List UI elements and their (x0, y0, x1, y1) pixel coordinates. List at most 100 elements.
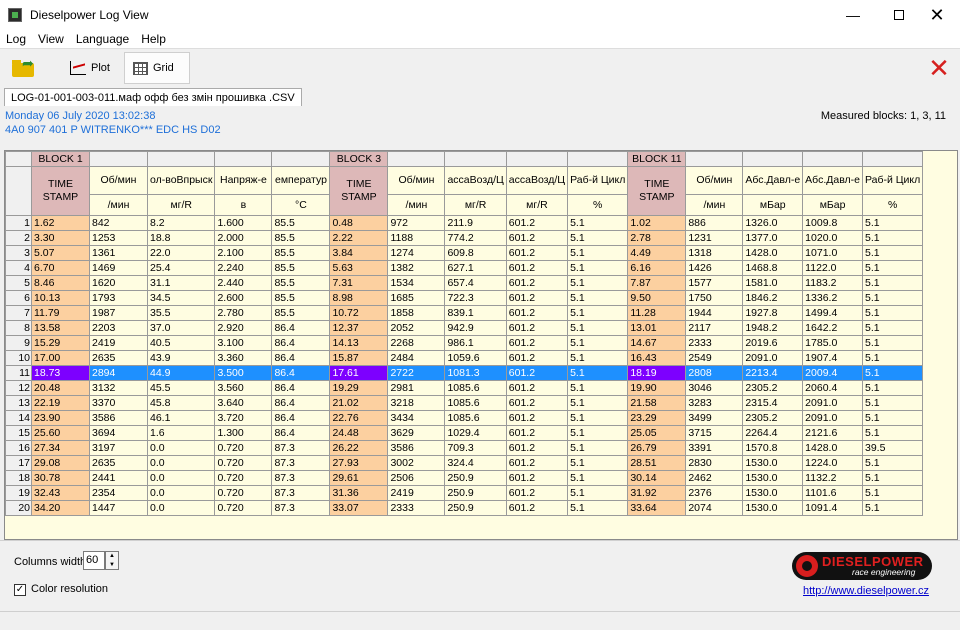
value-cell[interactable]: 601.2 (505, 410, 569, 426)
value-cell[interactable]: 5.1 (567, 365, 629, 381)
timestamp-cell[interactable]: 25.60 (31, 425, 90, 441)
minimize-button[interactable]: — (846, 7, 860, 23)
value-cell[interactable]: 3586 (89, 410, 148, 426)
timestamp-cell[interactable]: 1.62 (31, 215, 90, 231)
timestamp-cell[interactable]: 24.48 (329, 425, 389, 441)
value-cell[interactable]: 87.3 (271, 500, 331, 516)
open-log-button[interactable]: ➦ (10, 55, 38, 81)
website-link[interactable]: http://www.dieselpower.cz (803, 585, 929, 597)
value-cell[interactable]: 46.1 (146, 410, 216, 426)
value-cell[interactable]: 2.240 (214, 260, 273, 276)
value-cell[interactable]: 5.1 (861, 320, 924, 336)
value-cell[interactable]: 601.2 (505, 245, 569, 261)
timestamp-cell[interactable]: 10.72 (329, 305, 389, 321)
timestamp-cell[interactable]: 33.64 (627, 500, 687, 516)
value-cell[interactable]: 709.3 (444, 440, 507, 456)
columns-width-input[interactable]: 60 (83, 551, 105, 570)
value-cell[interactable]: 1188 (387, 230, 446, 246)
value-cell[interactable]: 5.1 (567, 275, 629, 291)
timestamp-cell[interactable]: 23.90 (31, 410, 90, 426)
value-cell[interactable]: 601.2 (505, 350, 569, 366)
timestamp-cell[interactable]: 2.22 (329, 230, 389, 246)
value-cell[interactable]: 2.780 (214, 305, 273, 321)
value-cell[interactable]: 3.640 (214, 395, 273, 411)
value-cell[interactable]: 2019.6 (742, 335, 804, 351)
value-cell[interactable]: 942.9 (444, 320, 507, 336)
value-cell[interactable]: 2213.4 (742, 365, 804, 381)
value-cell[interactable]: 0.720 (214, 470, 273, 486)
value-cell[interactable]: 2264.4 (742, 425, 804, 441)
menu-help[interactable]: Help (141, 32, 166, 46)
timestamp-cell[interactable]: 5.63 (329, 260, 389, 276)
close-log-icon[interactable]: ✕ (928, 53, 950, 83)
value-cell[interactable]: 1685 (387, 290, 446, 306)
row-number[interactable]: 15 (5, 425, 32, 441)
value-cell[interactable]: 972 (387, 215, 446, 231)
value-cell[interactable]: 2.440 (214, 275, 273, 291)
value-cell[interactable]: 1.6 (146, 425, 216, 441)
value-cell[interactable]: 5.1 (861, 215, 924, 231)
value-cell[interactable]: 986.1 (444, 335, 507, 351)
value-cell[interactable]: 1020.0 (802, 230, 863, 246)
table-row[interactable]: 6 10.13 1793 34.5 2.600 85.5 8.98 1685 722.3 601.… (5, 290, 924, 306)
value-cell[interactable]: 5.1 (567, 410, 629, 426)
row-number[interactable]: 13 (5, 395, 32, 411)
timestamp-header[interactable]: TIME STAMP (329, 166, 389, 216)
spin-down-icon[interactable]: ▼ (109, 562, 115, 568)
timestamp-cell[interactable]: 3.30 (31, 230, 90, 246)
value-cell[interactable]: 1059.6 (444, 350, 507, 366)
value-cell[interactable]: 35.5 (146, 305, 216, 321)
value-cell[interactable]: 5.1 (861, 500, 924, 516)
value-cell[interactable]: 1029.4 (444, 425, 507, 441)
timestamp-cell[interactable]: 19.29 (329, 380, 389, 396)
value-cell[interactable]: 601.2 (505, 440, 569, 456)
table-row[interactable]: 11 18.73 2894 44.9 3.500 86.4 17.61 2722 1081.3 6… (5, 365, 924, 381)
value-cell[interactable]: 3499 (685, 410, 744, 426)
column-header[interactable]: Об/мин (89, 166, 148, 195)
value-cell[interactable]: 1987 (89, 305, 148, 321)
value-cell[interactable]: 601.2 (505, 290, 569, 306)
row-number[interactable]: 16 (5, 440, 32, 456)
value-cell[interactable]: 25.4 (146, 260, 216, 276)
menu-view[interactable]: View (38, 32, 64, 46)
row-number[interactable]: 4 (5, 260, 32, 276)
timestamp-cell[interactable]: 8.46 (31, 275, 90, 291)
value-cell[interactable]: 5.1 (861, 245, 924, 261)
value-cell[interactable]: 2419 (387, 485, 446, 501)
value-cell[interactable]: 2635 (89, 455, 148, 471)
timestamp-cell[interactable]: 6.70 (31, 260, 90, 276)
value-cell[interactable]: 1377.0 (742, 230, 804, 246)
value-cell[interactable]: 5.1 (567, 425, 629, 441)
value-cell[interactable]: 1785.0 (802, 335, 863, 351)
value-cell[interactable]: 2462 (685, 470, 744, 486)
value-cell[interactable]: 5.1 (567, 305, 629, 321)
timestamp-cell[interactable]: 7.87 (627, 275, 687, 291)
table-row[interactable]: 20 34.20 1447 0.0 0.720 87.3 33.07 2333 250.9 601… (5, 500, 924, 516)
plot-button[interactable]: Plot (62, 52, 122, 84)
column-header[interactable]: Об/мин (685, 166, 744, 195)
value-cell[interactable]: 1447 (89, 500, 148, 516)
timestamp-cell[interactable]: 13.01 (627, 320, 687, 336)
timestamp-cell[interactable]: 14.67 (627, 335, 687, 351)
column-header[interactable]: Абс.Давл-е (742, 166, 804, 195)
value-cell[interactable]: 2333 (685, 335, 744, 351)
row-number[interactable]: 7 (5, 305, 32, 321)
value-cell[interactable]: 0.720 (214, 485, 273, 501)
maximize-button[interactable] (876, 0, 922, 30)
row-number[interactable]: 6 (5, 290, 32, 306)
value-cell[interactable]: 1907.4 (802, 350, 863, 366)
value-cell[interactable]: 5.1 (567, 350, 629, 366)
value-cell[interactable]: 1.300 (214, 425, 273, 441)
timestamp-cell[interactable]: 29.61 (329, 470, 389, 486)
value-cell[interactable]: 1009.8 (802, 215, 863, 231)
columns-width-spinner[interactable]: ▲ ▼ (105, 551, 119, 570)
column-header[interactable]: ассаВозд/Ц (444, 166, 507, 195)
value-cell[interactable]: 1793 (89, 290, 148, 306)
timestamp-cell[interactable]: 11.79 (31, 305, 90, 321)
value-cell[interactable]: 2117 (685, 320, 744, 336)
value-cell[interactable]: 1132.2 (802, 470, 863, 486)
value-cell[interactable]: 5.1 (861, 380, 924, 396)
column-header[interactable]: Раб-й Цикл (861, 166, 924, 195)
value-cell[interactable]: 45.8 (146, 395, 216, 411)
value-cell[interactable]: 601.2 (505, 335, 569, 351)
